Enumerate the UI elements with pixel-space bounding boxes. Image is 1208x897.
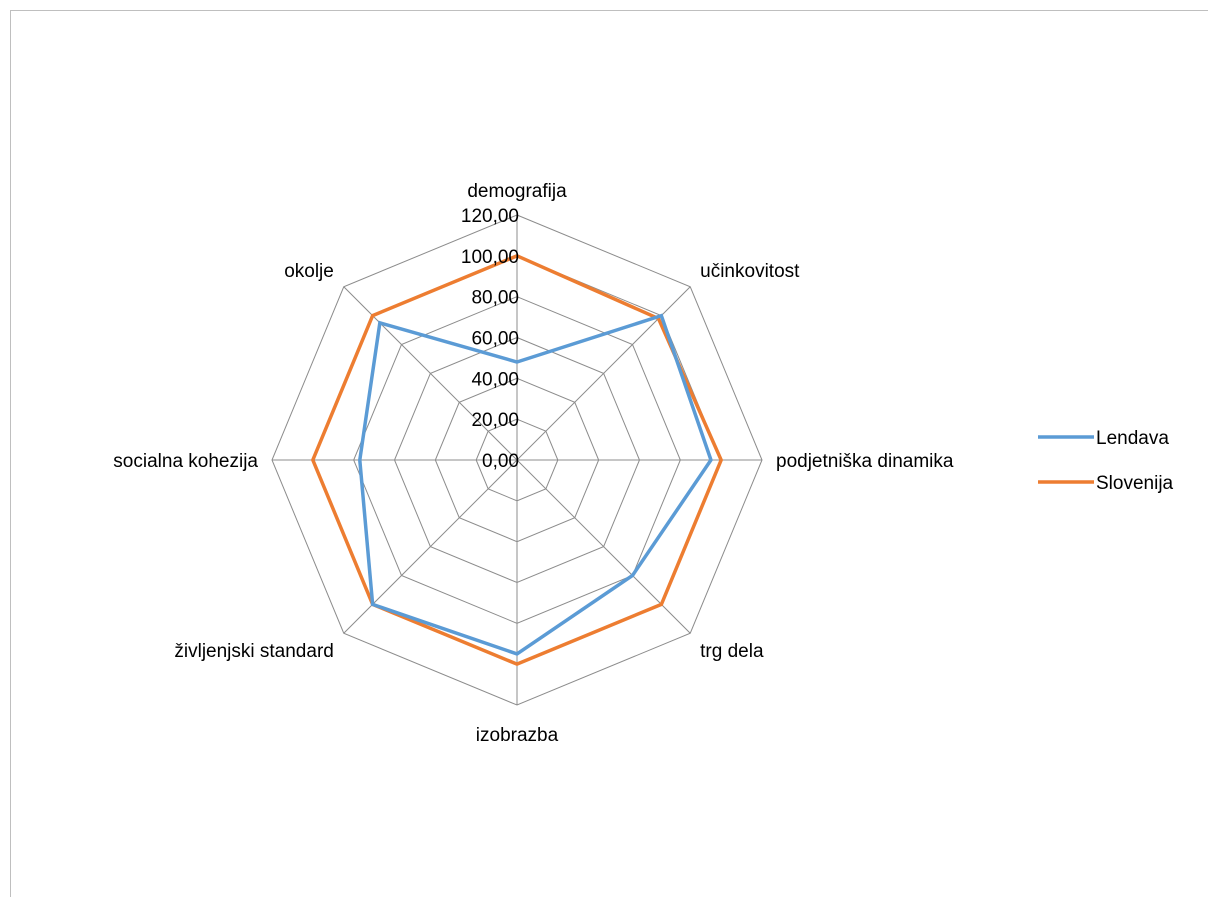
category-label: življenjski standard: [174, 641, 333, 662]
radar-series: [310, 253, 724, 667]
chart-frame: [10, 10, 1208, 897]
category-label: učinkovitost: [700, 261, 800, 282]
tick-label: 120,00: [461, 206, 519, 227]
tick-label: 0,00: [482, 451, 519, 472]
tick-label: 60,00: [471, 329, 519, 350]
legend: Lendava Slovenija: [1038, 428, 1174, 494]
legend-label-slovenija: Slovenija: [1096, 473, 1174, 494]
tick-label: 100,00: [461, 247, 519, 268]
category-label: izobrazba: [476, 725, 559, 746]
radar-tick-labels: 0,00 20,00 40,00 60,00 80,00 100,00 120,00: [461, 206, 519, 472]
category-label: socialna kohezija: [113, 451, 258, 472]
legend-label-lendava: Lendava: [1096, 428, 1169, 449]
spoke-line: [516, 286, 691, 461]
category-label: trg dela: [700, 641, 764, 662]
category-label: okolje: [284, 261, 334, 282]
tick-label: 80,00: [471, 288, 519, 309]
tick-label: 40,00: [471, 369, 519, 390]
radar-category-labels: demografija učinkovitost podjetniška dinam…: [113, 181, 954, 746]
series-line-lendava: [358, 313, 713, 656]
category-label: podjetniška dinamika: [776, 451, 954, 472]
spoke-line: [516, 459, 691, 634]
category-label: demografija: [467, 181, 567, 202]
spoke-line: [343, 459, 518, 634]
tick-label: 20,00: [471, 410, 519, 431]
